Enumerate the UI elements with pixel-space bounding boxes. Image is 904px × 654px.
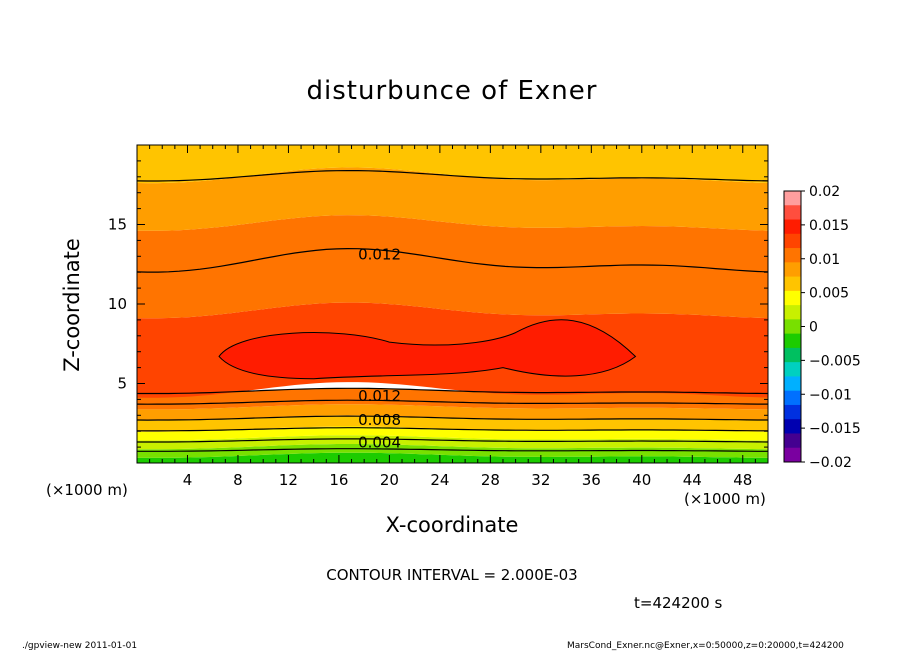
contour-band [137, 145, 768, 184]
contour-band-maximum [219, 319, 636, 379]
chart-title: disturbunce of Exner [306, 76, 598, 106]
x-axis-label: X-coordinate [385, 513, 519, 537]
colorbar-swatch [784, 319, 801, 335]
contour-line [136, 247, 769, 273]
x-tick-label: 16 [329, 471, 348, 489]
contour-interval-note: CONTOUR INTERVAL = 2.000E-03 [326, 566, 578, 584]
x-tick-label: 44 [683, 471, 702, 489]
colorbar-swatch [784, 219, 801, 235]
contour-line [136, 427, 768, 432]
contour-labels: 0.012 0.012 0.008 0.004 [358, 246, 401, 452]
colorbar-swatch [784, 419, 801, 434]
y-tick-label: 15 [108, 216, 127, 234]
contour-label: 0.008 [358, 411, 401, 429]
colorbar-label: 0 [809, 320, 818, 336]
colorbar: 0.02 0.015 0.01 0.005 0 −0.005 −0.01 −0.015 −0.0… [783, 184, 861, 471]
contour-band [137, 426, 768, 441]
contour-band [137, 452, 768, 463]
contour-line [136, 170, 769, 182]
x-tick-label: 12 [279, 471, 298, 489]
x-tick-label: 24 [430, 471, 449, 489]
colorbar-swatch [784, 404, 801, 420]
colorbar-swatch [784, 305, 801, 320]
colorbar-label: 0.015 [809, 218, 849, 234]
colorbar-swatch [784, 276, 801, 292]
x-tick-label: 8 [233, 471, 243, 489]
colorbar-swatch [784, 390, 801, 406]
contour-line [137, 438, 769, 443]
colorbar-swatch [784, 362, 801, 377]
colorbar-label: −0.01 [809, 387, 852, 403]
colorbar-swatch [784, 191, 801, 206]
x-tick-label: 40 [632, 471, 651, 489]
colorbar-swatch [784, 376, 801, 392]
contour-label: 0.012 [358, 387, 401, 405]
colorbar-swatch [784, 233, 801, 249]
contour-label: 0.012 [358, 246, 401, 264]
x-tick-label: 4 [183, 471, 193, 489]
x-tick-label: 36 [582, 471, 601, 489]
x-tick-label: 48 [733, 471, 752, 489]
y-axis-ticks: 5 10 15 [108, 160, 768, 448]
contour-lines [136, 170, 769, 452]
colorbar-label: −0.015 [809, 421, 861, 437]
contour-band [137, 404, 768, 421]
x-tick-label: 28 [481, 471, 500, 489]
colorbar-swatch [784, 447, 801, 463]
time-label: t=424200 s [634, 594, 723, 612]
filled-contour-bands [137, 145, 768, 463]
colorbar-swatch [784, 262, 801, 278]
colorbar-swatch [784, 290, 801, 306]
y-tick-label: 5 [117, 375, 127, 393]
footer-left: ./gpview-new 2011-01-01 [22, 641, 138, 651]
contour-band [137, 215, 768, 319]
contour-band [137, 444, 768, 458]
contour-line [136, 415, 768, 421]
y-tick-label: 10 [108, 295, 127, 313]
contour-line-maximum [218, 319, 637, 380]
colorbar-label: −0.005 [809, 353, 861, 369]
footer-right: MarsCond_Exner.nc@Exner,x=0:50000,z=0:20… [567, 641, 844, 651]
x-tick-label: 20 [380, 471, 399, 489]
colorbar-swatch [784, 248, 801, 263]
colorbar-label: 0.02 [809, 184, 840, 200]
contour-band [137, 167, 768, 231]
colorbar-swatch [784, 433, 801, 449]
x-unit-label-left: (×1000 m) [46, 481, 128, 499]
contour-label: 0.004 [358, 433, 401, 451]
x-tick-label: 32 [531, 471, 550, 489]
colorbar-label: −0.02 [809, 455, 852, 471]
contour-line [137, 448, 768, 452]
colorbar-swatch [784, 347, 801, 363]
colorbar-label: 0.01 [809, 252, 840, 268]
colorbar-swatch [784, 205, 801, 221]
x-axis-ticks: 4 8 12 16 20 24 28 32 36 40 44 48 [149, 145, 756, 489]
colorbar-label: 0.005 [809, 286, 849, 302]
x-unit-label-right: (×1000 m) [684, 490, 766, 508]
contour-line [137, 387, 769, 395]
colorbar-swatch [784, 333, 801, 349]
contour-band [137, 388, 768, 410]
contour-line [136, 399, 768, 405]
contour-band [137, 435, 768, 450]
